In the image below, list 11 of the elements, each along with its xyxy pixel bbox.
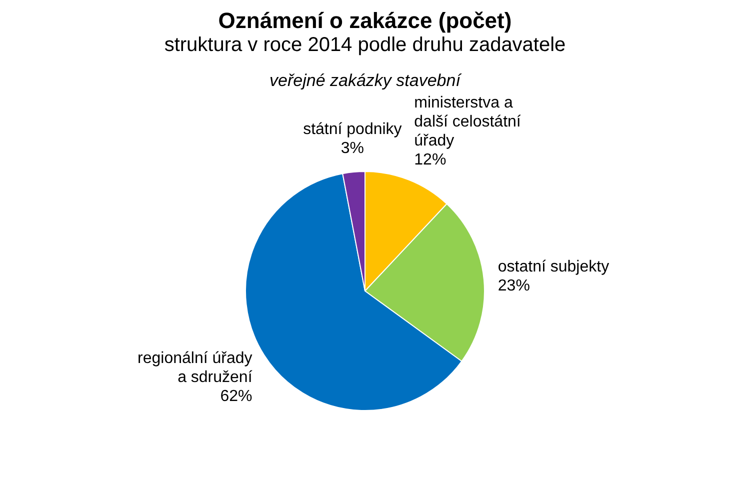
slice-label: státní podniky	[303, 121, 402, 138]
slice-label: regionální úřady a sdružení	[138, 350, 253, 386]
data-label: 62%	[220, 388, 252, 406]
data-label: 3%	[340, 140, 364, 158]
data-label: 12%	[414, 151, 446, 168]
slice-label: ostatní subjekty	[498, 258, 610, 276]
slice-label: ministerstva a další celostátní úřady	[414, 94, 522, 150]
chart-subtitle: struktura v roce 2014 podle druhu zadavatele	[163, 34, 567, 57]
chart-title: Oznámení o zakázce (počet)	[217, 8, 513, 34]
data-label: 23%	[498, 278, 530, 295]
text: veřejné zakázky stavební	[268, 71, 463, 91]
